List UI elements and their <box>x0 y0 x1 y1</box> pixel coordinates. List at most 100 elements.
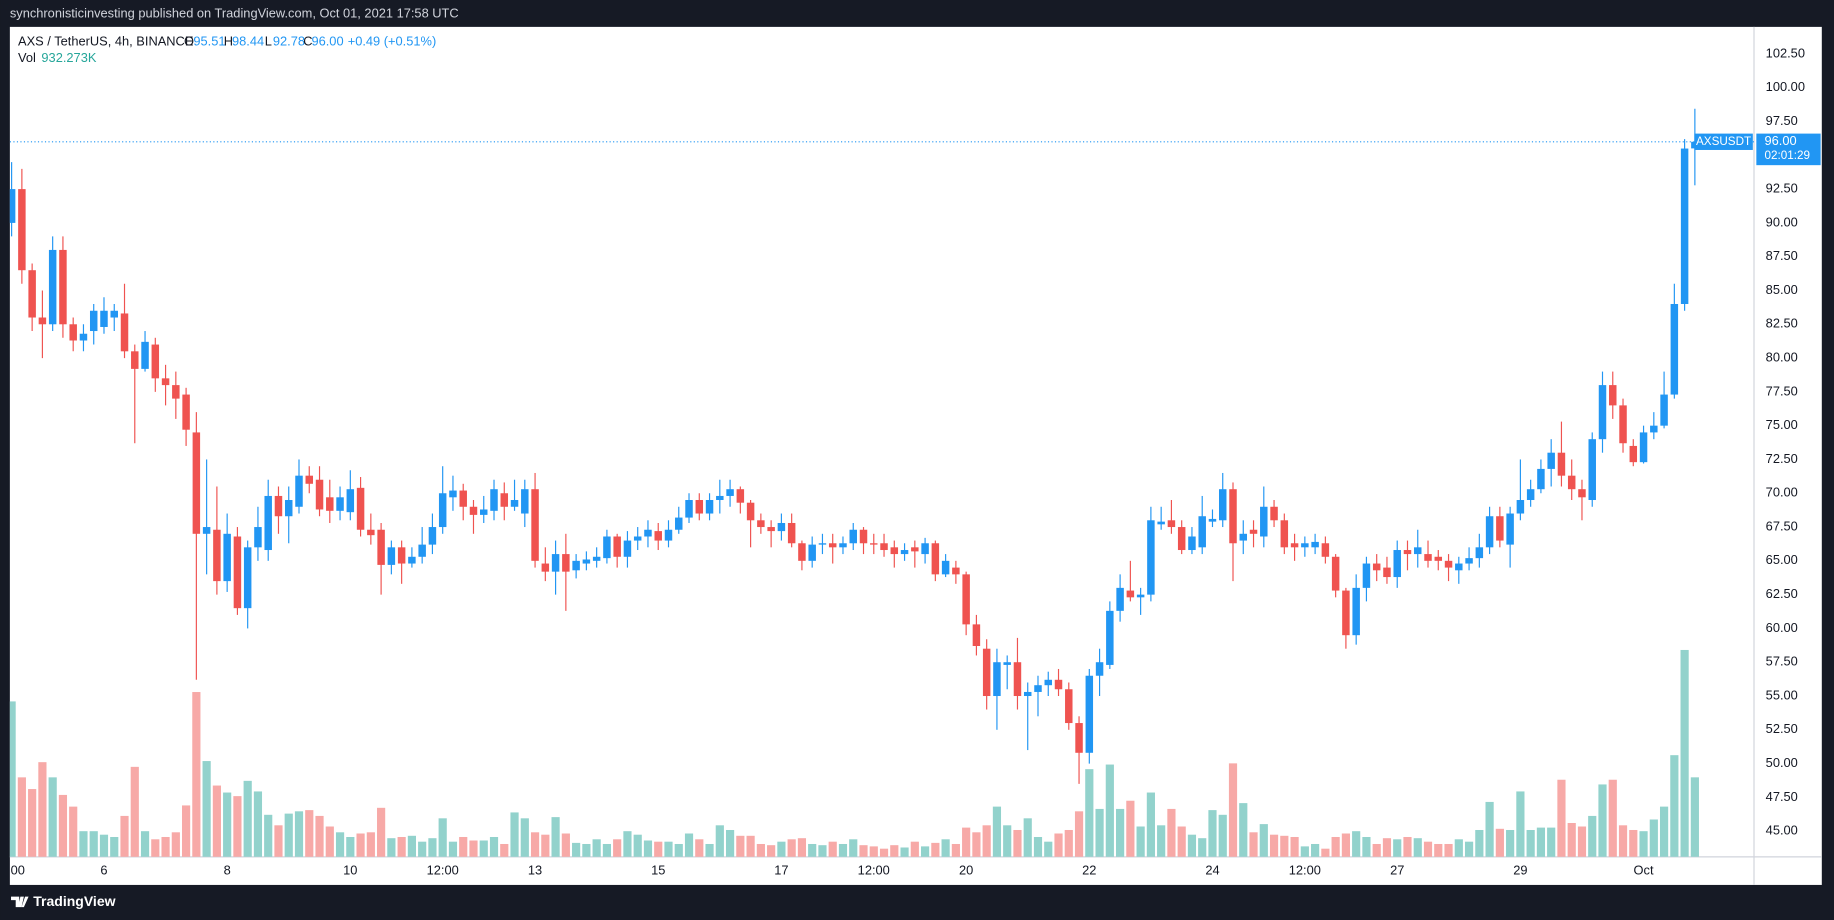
x-tick-label: 00 <box>11 862 25 877</box>
candle-body <box>1085 675 1094 753</box>
candle-body <box>172 385 180 399</box>
volume-bar <box>1321 848 1330 857</box>
volume-bar <box>520 818 529 857</box>
volume-bar <box>202 761 211 857</box>
y-tick-label: 67.50 <box>1766 518 1798 533</box>
volume-bar <box>715 825 724 857</box>
symbol-tag-bg <box>1694 133 1753 150</box>
candle-body <box>1136 594 1145 598</box>
volume-bar <box>941 839 950 857</box>
legend-symbol: AXS / TetherUS, 4h, BINANCE <box>18 33 194 48</box>
candle-body <box>859 529 868 544</box>
x-tick-label: 6 <box>100 862 107 877</box>
candle-body <box>849 529 857 544</box>
y-tick-label: 77.50 <box>1766 383 1798 398</box>
candle-body <box>1054 679 1063 690</box>
x-tick-label: 12:00 <box>427 862 459 877</box>
volume-bar <box>808 843 817 857</box>
volume-bar <box>1475 829 1484 857</box>
volume-bar <box>489 836 499 857</box>
candle-body <box>767 527 775 532</box>
volume-bar <box>1423 841 1433 857</box>
volume-bar <box>1598 784 1607 857</box>
candle-body <box>1177 527 1186 551</box>
volume-bar <box>972 832 981 857</box>
candle-body <box>695 500 704 514</box>
volume-bar <box>1659 806 1669 857</box>
volume-bar <box>674 843 683 857</box>
volume-bar <box>1218 814 1227 857</box>
volume-bar <box>1403 836 1412 857</box>
volume-bar <box>931 842 940 857</box>
volume-bar <box>684 833 694 857</box>
candle-body <box>141 341 149 369</box>
candle-body <box>490 489 498 511</box>
volume-bar <box>746 835 755 857</box>
candle-body <box>151 344 160 379</box>
volume-bar <box>982 825 991 857</box>
candle-body <box>120 313 129 352</box>
volume-bar <box>1311 843 1320 857</box>
candle-body <box>828 543 837 548</box>
logo-icon <box>11 896 29 908</box>
candle-body <box>1270 506 1278 521</box>
candle-body <box>1516 500 1525 514</box>
volume-bar <box>541 834 550 857</box>
volume-bar <box>356 833 365 857</box>
candle-body <box>9 189 16 223</box>
volume-bar <box>613 839 622 857</box>
volume-bar <box>797 838 807 857</box>
volume-bar <box>561 833 570 857</box>
volume-bar <box>1536 827 1546 857</box>
y-tick-label: 57.50 <box>1766 654 1798 669</box>
x-tick-label: 13 <box>528 862 542 877</box>
volume-bar <box>1290 836 1299 857</box>
candle-body <box>870 543 878 545</box>
x-tick-label: 15 <box>651 862 665 877</box>
volume-bar <box>879 848 889 857</box>
candle-body <box>952 567 960 575</box>
candle-body <box>562 554 570 572</box>
volume-bar <box>79 831 88 857</box>
candle-body <box>1260 506 1268 537</box>
y-tick-label: 52.50 <box>1766 721 1798 736</box>
candle-body <box>1506 513 1514 545</box>
x-tick-label: 22 <box>1082 862 1096 877</box>
candle-body <box>982 648 991 697</box>
volume-bar <box>1033 836 1043 857</box>
volume-bar <box>469 840 478 857</box>
volume-bar <box>315 815 324 857</box>
volume-bar <box>1249 832 1258 857</box>
candle-body <box>531 489 539 561</box>
volume-bar <box>818 845 827 857</box>
volume-bar <box>1372 843 1381 857</box>
candle-body <box>941 560 950 575</box>
volume-bar <box>1146 792 1155 857</box>
candle-body <box>500 493 509 507</box>
candle-body <box>336 497 344 511</box>
candle-body <box>921 543 929 555</box>
candle-body <box>1639 432 1648 463</box>
y-tick-label: 102.50 <box>1766 45 1805 60</box>
candle-body <box>633 536 642 541</box>
candle-body <box>284 500 293 517</box>
volume-bar <box>428 838 437 857</box>
volume-bar <box>448 841 458 857</box>
volume-bar <box>366 832 375 857</box>
volume-bar <box>582 843 591 857</box>
volume-bar <box>140 831 150 857</box>
volume-bar <box>695 839 704 857</box>
volume-bar <box>736 835 745 857</box>
candle-body <box>274 495 283 517</box>
candle-body <box>418 544 426 557</box>
y-tick-label: 62.50 <box>1766 586 1798 601</box>
candle-body <box>818 543 827 545</box>
volume-bar <box>274 825 283 857</box>
volume-bar <box>962 827 971 857</box>
volume-bar <box>294 811 304 857</box>
volume-bar <box>1239 803 1248 857</box>
volume-bar <box>1629 829 1638 857</box>
volume-bar <box>1670 755 1679 857</box>
volume-bar <box>1557 779 1566 857</box>
